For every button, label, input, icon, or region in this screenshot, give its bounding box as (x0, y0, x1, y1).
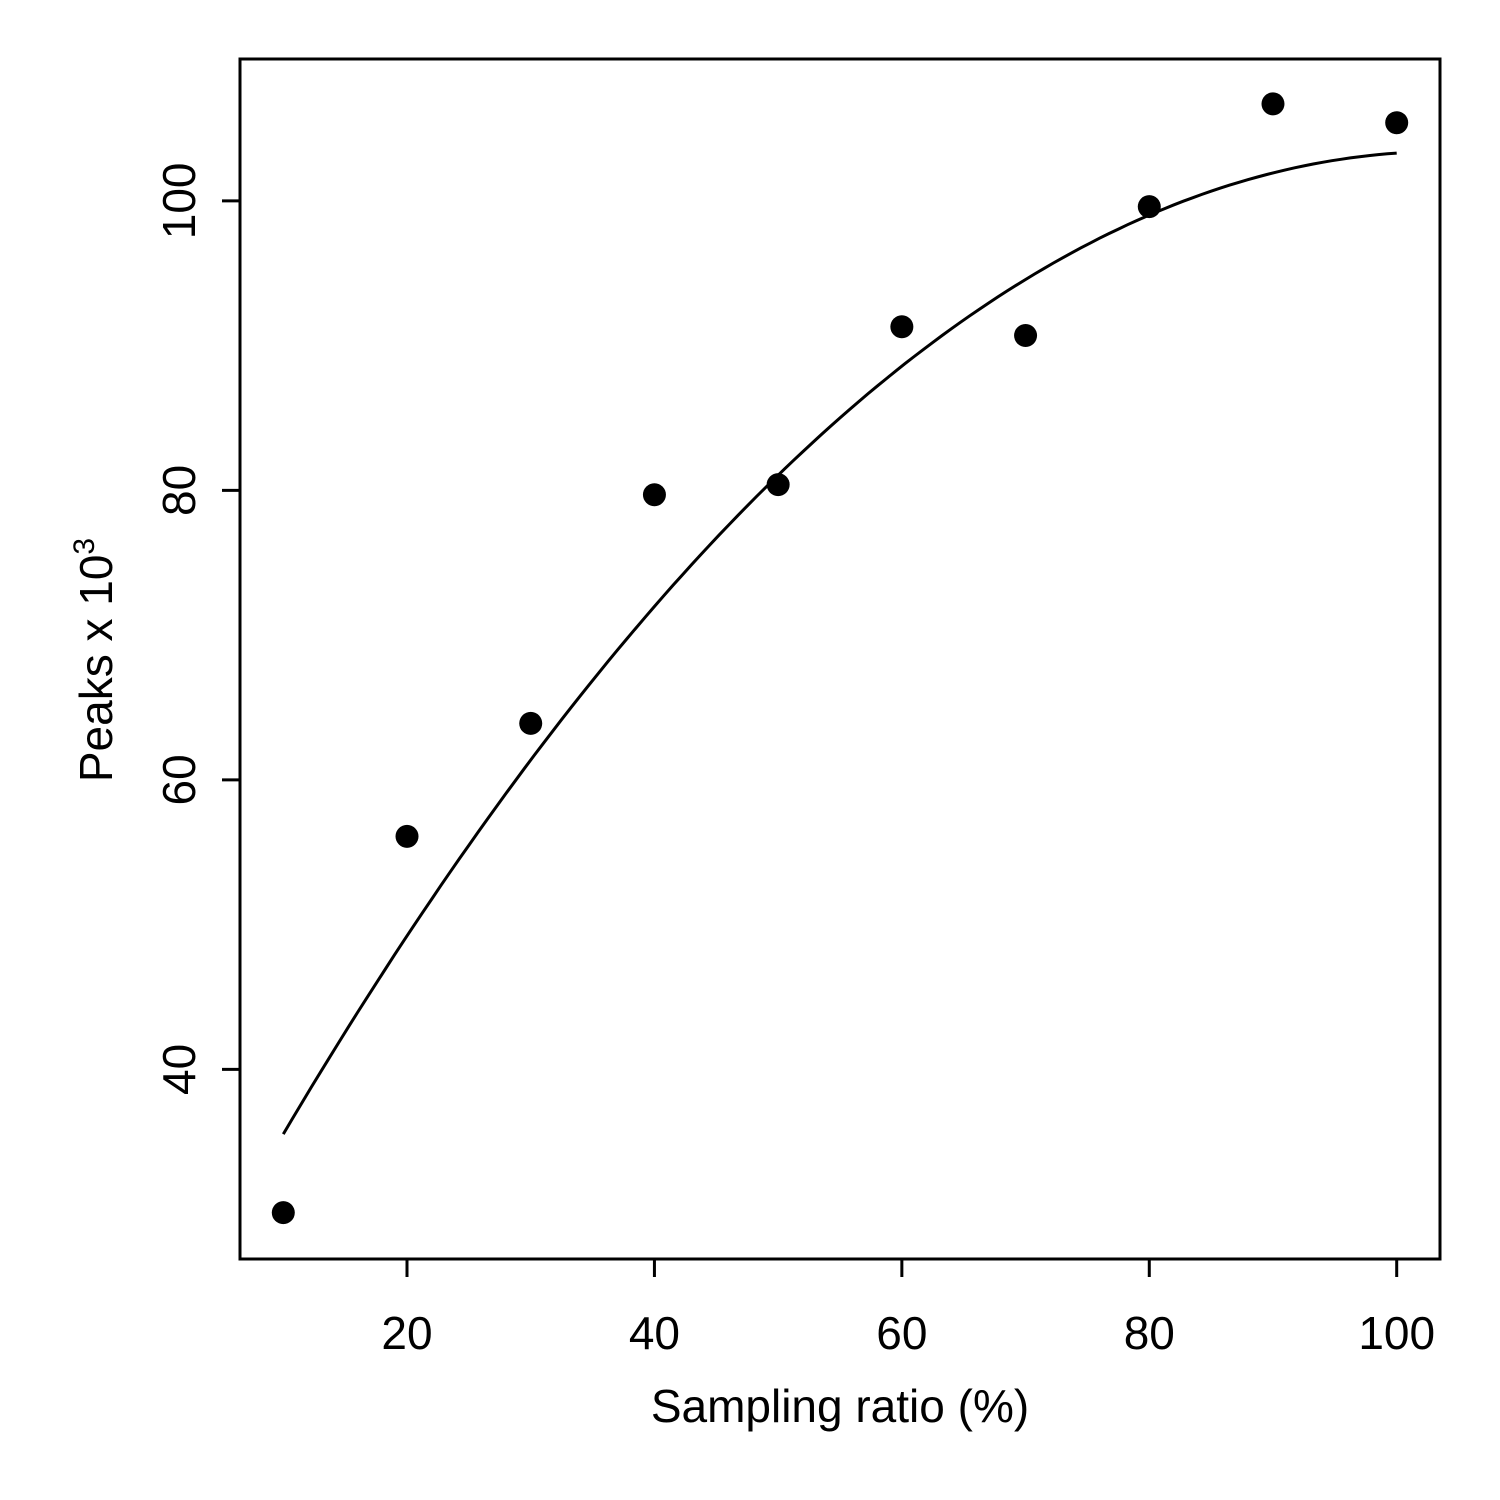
data-point (271, 1201, 295, 1225)
fit-curve (282, 151, 1397, 1135)
data-point (1137, 195, 1161, 219)
y-tick-label: 40 (153, 1044, 205, 1095)
data-point (1385, 111, 1409, 135)
y-axis-title: Peaks x 103 (68, 538, 122, 782)
plot-frame (238, 57, 1442, 1261)
data-point (1261, 92, 1285, 116)
x-tick-label: 20 (381, 1307, 432, 1359)
y-axis-title-exponent: 3 (68, 538, 101, 555)
y-axis: 40 60 80 100 (153, 162, 240, 1095)
x-tick-label: 60 (876, 1307, 927, 1359)
y-tick-label: 100 (153, 162, 205, 239)
data-point (395, 824, 419, 848)
x-tick-label: 80 (1124, 1307, 1175, 1359)
y-tick-label: 60 (153, 754, 205, 805)
data-point (890, 315, 914, 339)
y-axis-title-main: Peaks x 10 (70, 555, 122, 783)
data-point (519, 711, 543, 735)
x-tick-label: 100 (1358, 1307, 1435, 1359)
x-tick-label: 40 (629, 1307, 680, 1359)
x-axis: 20 40 60 80 100 (381, 1259, 1435, 1359)
data-point (766, 473, 790, 497)
y-tick-label: 80 (153, 465, 205, 516)
data-point (1014, 323, 1038, 347)
x-axis-title: Sampling ratio (%) (651, 1380, 1029, 1432)
data-points (271, 92, 1409, 1225)
data-point (642, 483, 666, 507)
